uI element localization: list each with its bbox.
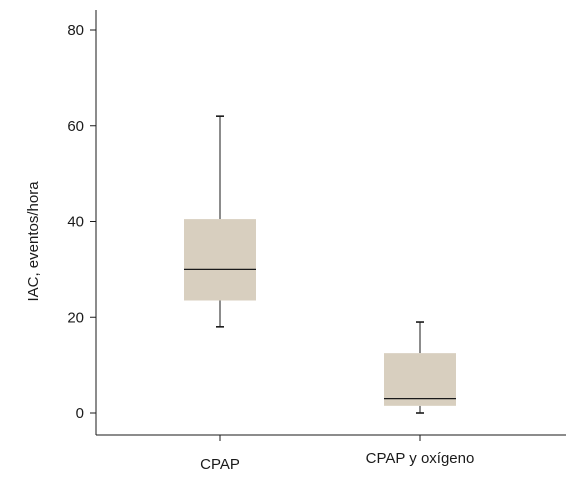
y-tick-label: 0 — [76, 405, 84, 422]
axes-group: 0 20 40 60 80 CPAP CPAP y oxígeno — [67, 10, 566, 473]
iqr-box — [184, 219, 256, 301]
y-axis-label: IAC, eventos/hora — [25, 181, 42, 302]
x-tick-label: CPAP y oxígeno — [366, 450, 475, 467]
x-tick-label: CPAP — [200, 456, 240, 473]
box-1 — [184, 115, 256, 328]
box-2 — [384, 321, 456, 414]
y-tick-label: 40 — [67, 214, 84, 231]
y-tick-label: 60 — [67, 118, 84, 135]
iqr-box — [384, 353, 456, 406]
y-tick-label: 80 — [67, 22, 84, 39]
y-tick-label: 20 — [67, 309, 84, 326]
boxes-group — [184, 115, 456, 414]
